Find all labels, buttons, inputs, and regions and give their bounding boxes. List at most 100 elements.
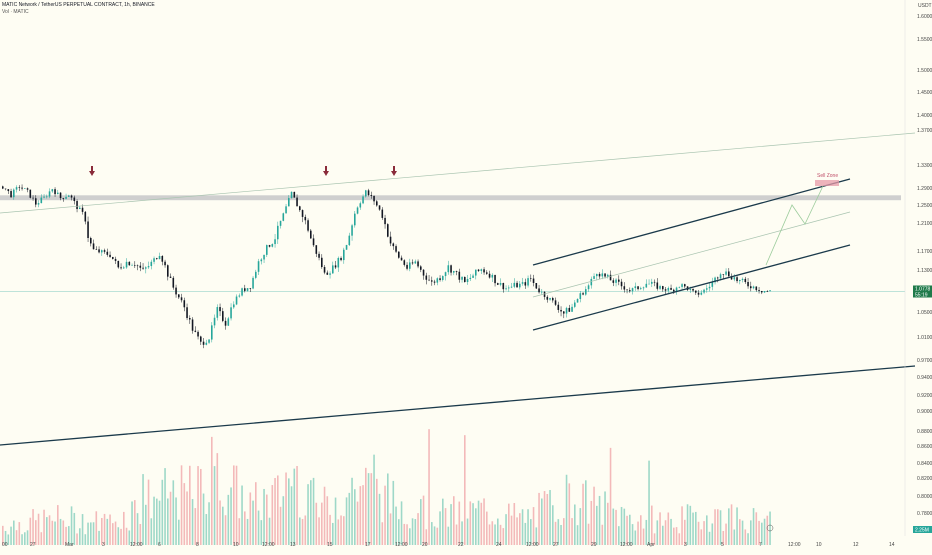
candle bbox=[268, 244, 271, 248]
candle bbox=[722, 274, 725, 279]
candle bbox=[378, 205, 381, 211]
candle bbox=[706, 284, 708, 293]
candle-layer bbox=[2, 184, 771, 349]
volume-bar bbox=[675, 527, 678, 545]
candle bbox=[499, 278, 502, 287]
candle bbox=[662, 285, 664, 292]
volume-bar bbox=[596, 505, 598, 545]
candle bbox=[230, 303, 232, 321]
volume-bar bbox=[697, 521, 700, 545]
candle bbox=[667, 286, 670, 293]
volume-bar bbox=[752, 508, 755, 545]
volume-bar bbox=[607, 502, 609, 545]
candle bbox=[296, 194, 298, 207]
volume-bar bbox=[615, 509, 617, 545]
candle bbox=[535, 282, 538, 290]
volume-bar bbox=[40, 532, 43, 545]
volume-bar bbox=[304, 515, 307, 545]
volume-bar bbox=[172, 480, 175, 545]
volume-bar bbox=[282, 496, 285, 545]
volume-bar bbox=[24, 532, 26, 545]
candle bbox=[348, 232, 351, 247]
volume-bar bbox=[15, 530, 18, 545]
x-tick-label: 14 bbox=[889, 542, 895, 548]
candle bbox=[172, 276, 175, 290]
candle bbox=[703, 288, 705, 295]
candle bbox=[211, 322, 213, 343]
candle bbox=[142, 263, 144, 270]
volume-bar bbox=[667, 512, 670, 545]
volume-bar bbox=[136, 513, 139, 545]
volume-bar bbox=[238, 518, 241, 545]
volume-bar bbox=[197, 466, 199, 545]
volume-bar bbox=[499, 524, 502, 545]
candle bbox=[257, 258, 260, 275]
candle bbox=[334, 260, 337, 270]
volume-bar bbox=[664, 520, 667, 545]
volume-bar bbox=[546, 494, 549, 545]
candle bbox=[103, 248, 106, 254]
volume-bar bbox=[516, 517, 518, 545]
candle bbox=[40, 194, 43, 204]
candle bbox=[634, 282, 637, 291]
candle bbox=[739, 279, 741, 285]
volume-bar bbox=[521, 509, 524, 545]
volume-bar bbox=[420, 499, 422, 545]
volume-bar bbox=[329, 514, 331, 545]
candle bbox=[128, 261, 131, 266]
volume-bar bbox=[92, 522, 95, 545]
candle bbox=[76, 199, 78, 213]
volume-bar bbox=[510, 515, 513, 545]
clock-icon[interactable] bbox=[766, 524, 774, 532]
volume-bar bbox=[411, 518, 414, 545]
x-tick-label: 12:00 bbox=[788, 542, 801, 548]
volume-bar bbox=[384, 485, 386, 545]
volume-bar bbox=[576, 525, 579, 545]
y-tick-label: 0.7800 bbox=[917, 511, 932, 517]
candle bbox=[46, 194, 48, 199]
volume-bar bbox=[246, 518, 249, 545]
candle bbox=[213, 314, 216, 329]
volume-bar bbox=[439, 511, 441, 545]
volume-bar bbox=[681, 506, 683, 545]
volume-bar bbox=[183, 483, 186, 545]
volume-bar bbox=[620, 506, 623, 545]
volume-bar bbox=[35, 520, 37, 545]
candle bbox=[235, 294, 238, 306]
y-tick-label: 1.3300 bbox=[917, 163, 932, 169]
candle bbox=[180, 293, 183, 303]
x-tick-label: 5 bbox=[721, 542, 724, 548]
volume-bar bbox=[483, 498, 485, 545]
candle bbox=[574, 300, 576, 309]
candle bbox=[458, 268, 461, 283]
volume-bar bbox=[62, 520, 65, 545]
candle bbox=[560, 306, 562, 317]
candle bbox=[631, 287, 634, 295]
x-tick-label: 27 bbox=[553, 542, 559, 548]
volume-bar bbox=[114, 521, 117, 545]
volume-bar bbox=[387, 473, 389, 545]
volume-bar bbox=[84, 534, 87, 545]
candle bbox=[475, 269, 477, 280]
volume-bar bbox=[257, 510, 260, 545]
candle bbox=[293, 191, 296, 198]
x-tick-label: 22 bbox=[458, 542, 464, 548]
volume-bar bbox=[164, 468, 166, 545]
candle bbox=[521, 277, 524, 286]
candle bbox=[95, 246, 98, 250]
candle bbox=[453, 270, 455, 276]
candle bbox=[422, 269, 425, 280]
candle bbox=[750, 281, 752, 292]
volume-bar bbox=[233, 465, 235, 545]
candle bbox=[648, 279, 650, 285]
candle bbox=[48, 188, 51, 199]
volume-bar bbox=[189, 465, 191, 545]
candle bbox=[65, 193, 67, 200]
candle bbox=[403, 259, 406, 267]
volume-bar bbox=[274, 478, 276, 545]
chart-title: MATIC Network / TetherUS PERPETUAL CONTR… bbox=[2, 2, 155, 8]
volume-bar bbox=[744, 529, 747, 545]
candle bbox=[598, 272, 601, 279]
volume-bar bbox=[7, 534, 10, 545]
candle bbox=[461, 276, 463, 283]
